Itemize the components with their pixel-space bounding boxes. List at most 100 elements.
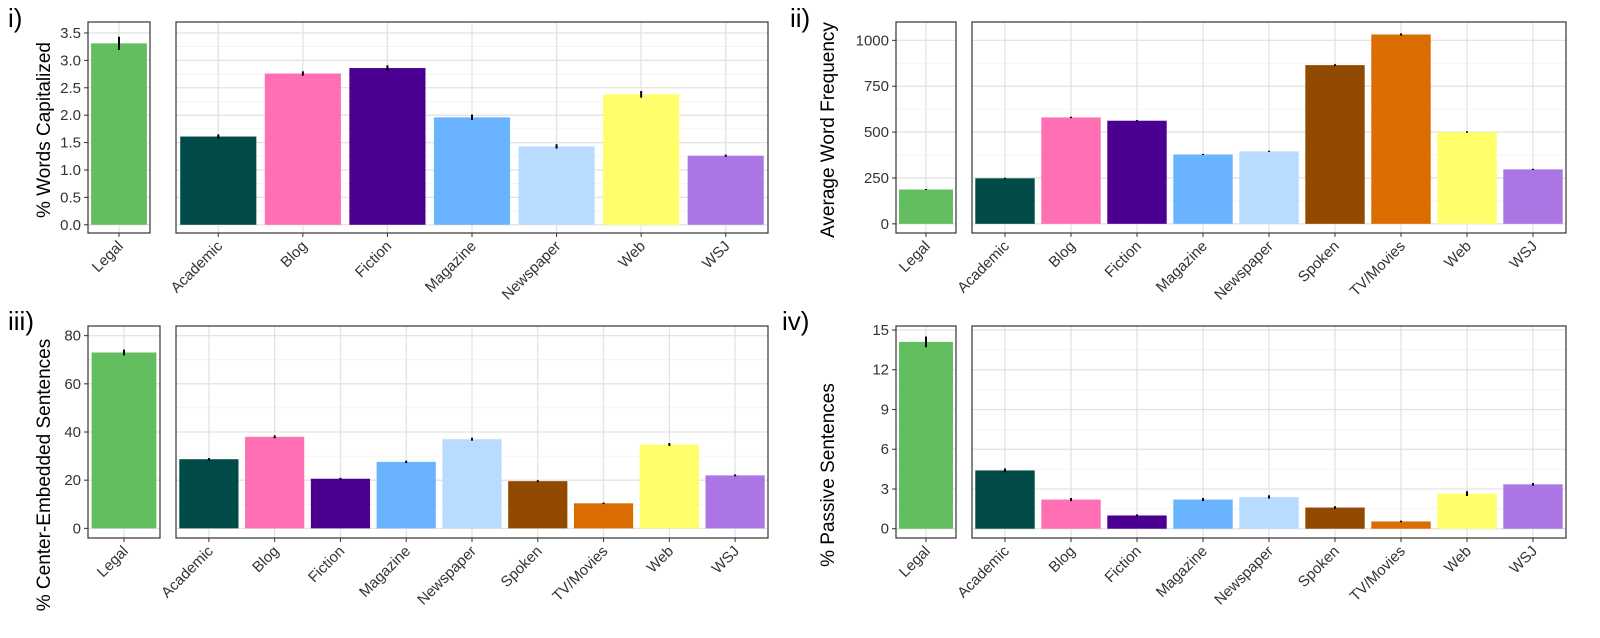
- bar-legal: [899, 341, 953, 529]
- bar-academic: [975, 470, 1035, 529]
- x-tick-label-web: Web: [1441, 238, 1475, 272]
- bar-spoken: [1305, 507, 1365, 529]
- y-tick-label: 2.0: [60, 107, 81, 124]
- y-tick-label: 0.0: [60, 217, 81, 234]
- bar-blog: [1041, 117, 1101, 224]
- bar-newspaper: [442, 439, 502, 529]
- bar-wsj: [1503, 169, 1563, 224]
- bar-magazine: [1173, 154, 1233, 224]
- legal-subpanel: 0 250 500 750 1000 Legal: [856, 21, 957, 276]
- bar-web: [1437, 132, 1497, 224]
- bar-newspaper: [1239, 496, 1299, 529]
- y-tick-label: 0.5: [60, 189, 81, 206]
- y-tick-label: 1000: [856, 32, 889, 49]
- bar-web: [639, 444, 699, 529]
- x-tick-label-blog: Blog: [277, 238, 310, 271]
- y-tick-label: 80: [64, 328, 81, 345]
- chart-panel-4: iv) % Passive Sentences 0 3 6 9 12 15 Legal Acade…: [782, 306, 1567, 609]
- bar-fiction: [1107, 515, 1167, 529]
- legal-subpanel: 0.0 0.5 1.0 1.5 2.0 2.5 3.0 3.5 Legal: [60, 21, 151, 276]
- x-tick-label-magazine: Magazine: [1153, 543, 1211, 601]
- panel-label: ii): [790, 3, 810, 33]
- x-tick-label-blog: Blog: [1046, 238, 1079, 271]
- x-tick-label-wsj: WSJ: [1506, 543, 1540, 577]
- x-tick-label-wsj: WSJ: [699, 238, 733, 272]
- x-tick-label-fiction: Fiction: [352, 238, 395, 281]
- x-tick-label-web: Web: [615, 238, 649, 272]
- x-tick-label-fiction: Fiction: [305, 543, 348, 586]
- y-tick-label: 750: [864, 78, 889, 95]
- legal-subpanel: 0 3 6 9 12 15 Legal: [872, 322, 957, 581]
- x-tick-label-academic: Academic: [954, 237, 1013, 296]
- x-tick-label-newspaper: Newspaper: [499, 238, 565, 304]
- y-tick-label: 3: [881, 481, 889, 498]
- x-tick-label-fiction: Fiction: [1102, 543, 1145, 586]
- x-tick-label-tv-movies: TV/Movies: [1347, 543, 1409, 605]
- x-tick-label-fiction: Fiction: [1102, 238, 1145, 281]
- bar-newspaper: [1239, 151, 1299, 224]
- bar-blog: [264, 73, 341, 225]
- bar-magazine: [376, 461, 436, 529]
- chart-panel-2: ii) Average Word Frequency 0 250 500 750 1000 L…: [790, 3, 1567, 304]
- bar-legal: [91, 43, 147, 225]
- panel-label: i): [8, 3, 22, 33]
- y-tick-label: 20: [64, 472, 81, 489]
- x-tick-label-newspaper: Newspaper: [1211, 238, 1277, 304]
- x-tick-label-magazine: Magazine: [422, 238, 480, 296]
- genre-subpanel: Academic Blog Fiction Magazine Newspaper Spok…: [954, 21, 1567, 304]
- panel-label: iv): [782, 306, 809, 336]
- y-tick-label: 0: [881, 521, 889, 538]
- bar-magazine: [1173, 499, 1233, 529]
- bar-wsj: [1503, 484, 1563, 529]
- bar-academic: [180, 136, 257, 225]
- y-axis-label: % Center-Embedded Sentences: [34, 339, 55, 612]
- panel-label: iii): [8, 306, 34, 336]
- bar-fiction: [310, 478, 371, 529]
- y-tick-label: 12: [872, 362, 889, 379]
- bar-spoken: [508, 481, 568, 529]
- x-tick-label-web: Web: [644, 543, 678, 577]
- bar-newspaper: [518, 146, 595, 225]
- y-tick-label: 15: [872, 322, 889, 339]
- genre-subpanel: Academic Blog Fiction Magazine Newspaper Web W…: [168, 21, 769, 304]
- bar-fiction: [1107, 120, 1167, 224]
- legal-subpanel: 0 20 40 60 80 Legal: [64, 325, 161, 581]
- x-tick-label-legal: Legal: [896, 543, 934, 581]
- x-tick-label-spoken: Spoken: [1295, 238, 1343, 286]
- y-tick-label: 0: [881, 216, 889, 233]
- y-tick-label: 6: [881, 441, 889, 458]
- x-tick-label-academic: Academic: [954, 542, 1013, 601]
- y-tick-label: 1.0: [60, 162, 81, 179]
- y-tick-label: 1.5: [60, 135, 81, 152]
- y-tick-label: 40: [64, 424, 81, 441]
- y-tick-label: 9: [881, 401, 889, 418]
- bar-blog: [245, 436, 305, 529]
- x-tick-label-legal: Legal: [94, 543, 132, 581]
- x-tick-label-wsj: WSJ: [709, 543, 743, 577]
- x-tick-label-legal: Legal: [89, 238, 127, 276]
- bar-wsj: [687, 155, 764, 225]
- chart-panel-1: i) % Words Capitalized 0.0 0.5 1.0 1.5 2.0 2.5 3…: [8, 3, 769, 304]
- x-tick-label-spoken: Spoken: [1295, 543, 1343, 591]
- x-tick-label-newspaper: Newspaper: [1211, 543, 1277, 609]
- bar-wsj: [705, 475, 765, 529]
- x-tick-label-magazine: Magazine: [356, 543, 414, 601]
- bar-spoken: [1305, 65, 1365, 224]
- bar-web: [1437, 493, 1497, 529]
- y-tick-label: 60: [64, 376, 81, 393]
- bar-tv-movies: [573, 503, 634, 529]
- x-tick-label-tv-movies: TV/Movies: [549, 543, 611, 605]
- x-tick-label-magazine: Magazine: [1153, 238, 1211, 296]
- x-tick-label-academic: Academic: [158, 542, 217, 601]
- y-tick-label: 0: [73, 520, 81, 537]
- y-tick-label: 250: [864, 170, 889, 187]
- bar-tv-movies: [1371, 521, 1431, 529]
- bar-academic: [179, 459, 239, 529]
- y-axis-label: % Passive Sentences: [818, 383, 839, 567]
- y-tick-label: 3.0: [60, 52, 81, 69]
- bar-fiction: [349, 68, 426, 225]
- x-tick-label-blog: Blog: [249, 543, 282, 576]
- y-axis-label: Average Word Frequency: [818, 22, 839, 238]
- bar-web: [603, 94, 680, 225]
